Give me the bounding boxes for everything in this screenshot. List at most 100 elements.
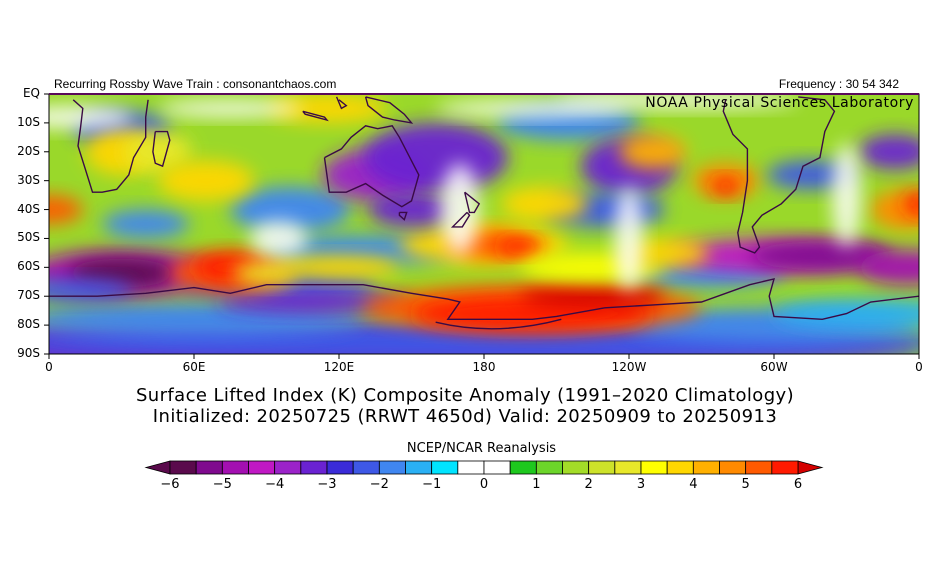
field-blob	[858, 134, 919, 170]
colorbar-swatch	[588, 460, 616, 475]
y-tick-label: 10S	[17, 114, 40, 129]
field-blob	[500, 186, 588, 222]
coastline	[152, 130, 171, 168]
field-blob	[621, 238, 709, 268]
dataset-label: NCEP/NCAR Reanalysis	[406, 441, 557, 456]
colorbar-swatch	[719, 460, 747, 475]
colorbar-label: 6	[793, 477, 803, 492]
colorbar-swatch	[614, 460, 642, 475]
coastline	[722, 96, 836, 254]
colorbar-swatch	[483, 460, 511, 475]
x-tick-label: 0	[915, 360, 923, 374]
colorbar-swatch	[771, 460, 799, 475]
y-tick-label: EQ	[22, 86, 40, 100]
y-tick-label: 80S	[17, 317, 40, 332]
field-blob	[368, 192, 455, 227]
colorbar-label: 1	[532, 477, 541, 492]
coastline	[335, 96, 348, 110]
y-tick-label: 20S	[17, 143, 40, 158]
field-blob-neutral	[614, 186, 644, 291]
colorbar-label: −6	[160, 477, 180, 492]
coastline	[323, 125, 420, 208]
colorbar-swatch	[326, 460, 354, 475]
coastline	[72, 99, 149, 193]
colorbar-label: 5	[741, 477, 750, 492]
field-blob	[496, 238, 545, 256]
coastline	[49, 277, 919, 321]
x-tick-label: 120W	[611, 360, 647, 374]
field-blob	[49, 195, 83, 224]
colorbar-label: −1	[422, 477, 442, 492]
field-blob	[766, 160, 854, 190]
colorbar-swatch	[405, 460, 433, 475]
y-tick-label: 70S	[17, 288, 40, 303]
colorbar-label: −5	[212, 477, 232, 492]
colorbar-label: −2	[369, 477, 389, 492]
field-blob	[619, 134, 688, 170]
field-blob	[157, 160, 255, 201]
colorbar-swatch	[169, 460, 197, 475]
colorbar-low-arrow	[144, 460, 171, 475]
field-blob	[749, 241, 895, 271]
colorbar-swatch	[274, 460, 302, 475]
colorbar-swatch	[431, 460, 459, 475]
colorbar-swatch	[300, 460, 328, 475]
field-blob	[123, 131, 192, 172]
chart-title: Surface Lifted Index (K) Composite Anoma…	[135, 385, 794, 406]
field-blob	[363, 122, 509, 193]
coastline	[364, 96, 414, 124]
field-blob-neutral	[49, 105, 134, 129]
lab-name-label: NOAA Physical Sciences Laboratory	[645, 95, 914, 111]
anomaly-field	[49, 94, 919, 354]
field-blob	[904, 192, 919, 216]
coastline	[435, 318, 562, 330]
x-tick-label: 180	[472, 360, 496, 374]
field-blob	[520, 284, 666, 308]
field-blob	[858, 250, 919, 285]
y-tick-label: 60S	[17, 259, 40, 274]
colorbar-high-arrow	[797, 460, 824, 475]
colorbar-swatch	[352, 460, 380, 475]
colorbar-swatch	[221, 460, 249, 475]
header-left-text: Recurring Rossby Wave Train : consonantc…	[54, 77, 337, 91]
header-frequency-text: Frequency : 30 54 342	[778, 77, 899, 91]
field-blob-neutral	[832, 143, 861, 248]
coastline	[450, 211, 471, 228]
y-tick-label: 90S	[17, 346, 40, 360]
x-tick-label: 60E	[182, 360, 206, 374]
colorbar	[144, 460, 824, 475]
colorbar-label: 2	[584, 477, 593, 492]
y-tick-label: 30S	[17, 172, 40, 187]
colorbar-swatch	[378, 460, 406, 475]
y-tick-label: 50S	[17, 230, 40, 245]
coastline	[464, 191, 481, 214]
x-tick-label: 0	[45, 360, 53, 374]
colorbar-swatch	[195, 460, 223, 475]
coastlines	[49, 96, 919, 330]
field-blob-neutral	[249, 221, 308, 256]
colorbar-swatch	[640, 460, 668, 475]
x-tick-label: 120E	[323, 360, 355, 374]
colorbar-label: 4	[689, 477, 698, 492]
colorbar-swatch	[509, 460, 537, 475]
field-blob	[230, 186, 352, 233]
field-blob	[266, 94, 388, 123]
chart-subtitle-dates: Initialized: 20250725 (RRWT 4650d) Valid…	[152, 406, 778, 427]
colorbar-swatch	[248, 460, 276, 475]
field-blob	[278, 255, 400, 279]
field-blob-neutral	[556, 94, 799, 109]
field-blob-neutral	[157, 99, 303, 118]
coastline	[398, 211, 408, 221]
colorbar-label: 3	[636, 477, 646, 492]
coastline	[302, 110, 329, 122]
colorbar-swatch	[535, 460, 563, 475]
colorbar-swatch	[562, 460, 590, 475]
colorbar-swatch	[692, 460, 720, 475]
y-tick-label: 40S	[17, 201, 40, 216]
field-blob-neutral	[440, 163, 480, 256]
field-blob	[711, 177, 741, 196]
x-tick-label: 60W	[760, 360, 788, 374]
colorbar-swatch	[745, 460, 773, 475]
colorbar-swatch	[666, 460, 694, 475]
